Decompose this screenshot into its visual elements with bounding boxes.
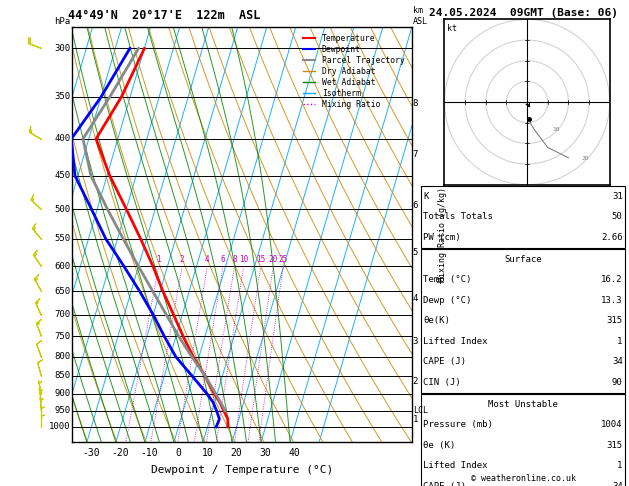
Text: 750: 750 xyxy=(55,332,70,341)
Text: © weatheronline.co.uk: © weatheronline.co.uk xyxy=(470,474,576,483)
Text: 700: 700 xyxy=(55,310,70,319)
Text: 3: 3 xyxy=(413,337,418,346)
Text: 25: 25 xyxy=(279,255,288,264)
Text: 1: 1 xyxy=(413,415,418,424)
Text: 40: 40 xyxy=(289,448,301,458)
Text: 8: 8 xyxy=(232,255,237,264)
Text: 10: 10 xyxy=(202,448,213,458)
Text: 2: 2 xyxy=(413,377,418,386)
Text: 1: 1 xyxy=(617,461,623,470)
Text: 315: 315 xyxy=(606,441,623,450)
Text: 300: 300 xyxy=(55,44,70,53)
Text: 50: 50 xyxy=(612,212,623,222)
Text: -30: -30 xyxy=(82,448,100,458)
Text: 6: 6 xyxy=(221,255,225,264)
Text: 13.3: 13.3 xyxy=(601,296,623,305)
Text: 800: 800 xyxy=(55,352,70,361)
Text: CAPE (J): CAPE (J) xyxy=(423,357,466,366)
Text: -20: -20 xyxy=(111,448,129,458)
Text: 7: 7 xyxy=(413,151,418,159)
Text: 10: 10 xyxy=(239,255,248,264)
Text: 31: 31 xyxy=(612,192,623,201)
Text: 2: 2 xyxy=(180,255,184,264)
Text: 5: 5 xyxy=(413,248,418,258)
Text: Lifted Index: Lifted Index xyxy=(423,337,488,346)
Text: 900: 900 xyxy=(55,389,70,399)
Text: 10: 10 xyxy=(552,127,560,132)
Text: hPa: hPa xyxy=(55,17,70,26)
Text: 4: 4 xyxy=(205,255,209,264)
Text: Mixing Ratio (g/kg): Mixing Ratio (g/kg) xyxy=(438,187,447,282)
Text: 450: 450 xyxy=(55,172,70,180)
Text: K: K xyxy=(423,192,429,201)
Text: 15: 15 xyxy=(256,255,265,264)
Text: 6: 6 xyxy=(413,201,418,210)
Legend: Temperature, Dewpoint, Parcel Trajectory, Dry Adiabat, Wet Adiabat, Isotherm, Mi: Temperature, Dewpoint, Parcel Trajectory… xyxy=(300,31,408,112)
Text: 16.2: 16.2 xyxy=(601,276,623,284)
Text: 1000: 1000 xyxy=(49,422,70,432)
Text: 20: 20 xyxy=(581,156,589,161)
Text: 1004: 1004 xyxy=(601,420,623,429)
Text: 34: 34 xyxy=(612,357,623,366)
Text: 950: 950 xyxy=(55,406,70,416)
Text: 4: 4 xyxy=(413,294,418,303)
Text: CIN (J): CIN (J) xyxy=(423,378,461,387)
Text: 20: 20 xyxy=(231,448,242,458)
Text: PW (cm): PW (cm) xyxy=(423,233,461,242)
Text: 850: 850 xyxy=(55,371,70,381)
Text: 1: 1 xyxy=(617,337,623,346)
Text: 1: 1 xyxy=(157,255,161,264)
Text: 20: 20 xyxy=(269,255,278,264)
Bar xyxy=(421,249,625,393)
Text: Most Unstable: Most Unstable xyxy=(488,400,558,409)
Text: 90: 90 xyxy=(612,378,623,387)
Text: 34: 34 xyxy=(612,482,623,486)
Text: θe (K): θe (K) xyxy=(423,441,455,450)
Text: kt: kt xyxy=(447,23,457,33)
Text: 650: 650 xyxy=(55,287,70,296)
Text: 350: 350 xyxy=(55,92,70,102)
Text: 0: 0 xyxy=(175,448,181,458)
Text: Surface: Surface xyxy=(504,255,542,264)
Text: 500: 500 xyxy=(55,205,70,213)
Text: -10: -10 xyxy=(141,448,159,458)
Text: 30: 30 xyxy=(260,448,271,458)
Text: Temp (°C): Temp (°C) xyxy=(423,276,472,284)
Bar xyxy=(421,186,625,248)
Text: Lifted Index: Lifted Index xyxy=(423,461,488,470)
Text: Pressure (mb): Pressure (mb) xyxy=(423,420,493,429)
Text: 2.66: 2.66 xyxy=(601,233,623,242)
Text: km
ASL: km ASL xyxy=(413,6,428,26)
Text: Dewp (°C): Dewp (°C) xyxy=(423,296,472,305)
Text: 550: 550 xyxy=(55,234,70,243)
Text: 315: 315 xyxy=(606,316,623,325)
Text: 8: 8 xyxy=(413,99,418,107)
Text: CAPE (J): CAPE (J) xyxy=(423,482,466,486)
Bar xyxy=(421,394,625,486)
Text: θe(K): θe(K) xyxy=(423,316,450,325)
Text: LCL: LCL xyxy=(413,406,428,416)
Text: 44°49'N  20°17'E  122m  ASL: 44°49'N 20°17'E 122m ASL xyxy=(68,9,260,22)
Text: Dewpoint / Temperature (°C): Dewpoint / Temperature (°C) xyxy=(151,465,333,475)
Text: Totals Totals: Totals Totals xyxy=(423,212,493,222)
Text: 600: 600 xyxy=(55,262,70,271)
Text: 24.05.2024  09GMT (Base: 06): 24.05.2024 09GMT (Base: 06) xyxy=(428,8,618,18)
Text: 400: 400 xyxy=(55,134,70,143)
